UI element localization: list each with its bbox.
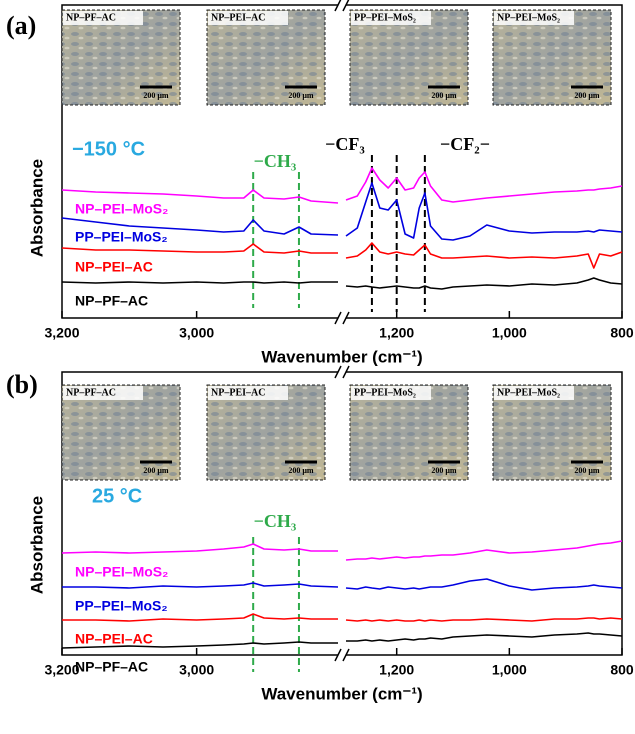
series-label: NP–PEI–MoS₂ <box>75 201 168 217</box>
x-tick-label: 3,200 <box>44 325 79 341</box>
x-tick-label: 800 <box>610 662 634 678</box>
series-label: NP–PEI–AC <box>75 631 153 647</box>
annotation: 25 °C <box>92 485 142 507</box>
spectrum-line <box>62 579 622 590</box>
inset-label: NP–PEI–MoS₂ <box>497 12 560 23</box>
scale-label: 200 μm <box>288 466 314 475</box>
x-tick-label: 1,200 <box>379 325 414 341</box>
y-axis-label: Absorbance <box>27 496 46 594</box>
spectrum-line <box>62 278 622 289</box>
inset-label: NP–PF–AC <box>66 12 116 23</box>
x-tick-label: 3,000 <box>179 325 214 341</box>
spectrum-line <box>62 541 622 560</box>
panel: NP–PF–AC 200 μm NP–PEI–AC 200 μm PP–PEI–MoS₂… <box>6 366 634 703</box>
annotation: −CF₂− <box>440 134 490 154</box>
series-label: NP–PEI–AC <box>75 259 153 275</box>
x-tick-label: 1,000 <box>492 662 527 678</box>
x-axis-label: Wavenumber (cm⁻¹) <box>261 347 422 366</box>
annotation: −CH₃ <box>254 151 297 171</box>
annotation: −CH₃ <box>254 511 297 531</box>
scale-label: 200 μm <box>574 91 600 100</box>
spectrum-line <box>62 168 622 203</box>
series-label: PP–PEI–MoS₂ <box>75 598 168 614</box>
scale-label: 200 μm <box>431 91 457 100</box>
inset-label: PP–PEI–MoS₂ <box>354 387 416 398</box>
series-label: NP–PEI–MoS₂ <box>75 564 168 580</box>
inset-label: PP–PEI–MoS₂ <box>354 12 416 23</box>
x-tick-label: 3,000 <box>179 662 214 678</box>
series-label: NP–PF–AC <box>75 293 148 309</box>
panel-label: (a) <box>6 11 36 40</box>
inset-label: NP–PEI–MoS₂ <box>497 387 560 398</box>
y-axis-label: Absorbance <box>27 159 46 257</box>
figure: NP–PF–AC 200 μm NP–PEI–AC 200 μm PP–PEI–MoS₂… <box>0 0 635 734</box>
x-tick-label: 1,200 <box>379 662 414 678</box>
series-label: NP–PF–AC <box>75 659 148 675</box>
spectrum-line <box>62 614 622 621</box>
inset-label: NP–PEI–AC <box>211 12 265 23</box>
scale-label: 200 μm <box>431 466 457 475</box>
scale-label: 200 μm <box>574 466 600 475</box>
x-axis-label: Wavenumber (cm⁻¹) <box>261 684 422 703</box>
inset-label: NP–PEI–AC <box>211 387 265 398</box>
inset-label: NP–PF–AC <box>66 387 116 398</box>
panel: NP–PF–AC 200 μm NP–PEI–AC 200 μm PP–PEI–MoS₂… <box>6 0 634 366</box>
annotation: −150 °C <box>72 138 145 160</box>
scale-label: 200 μm <box>143 91 169 100</box>
scale-label: 200 μm <box>288 91 314 100</box>
panel-label: (b) <box>6 370 38 399</box>
x-tick-label: 1,000 <box>492 325 527 341</box>
scale-label: 200 μm <box>143 466 169 475</box>
series-label: PP–PEI–MoS₂ <box>75 229 168 245</box>
annotation: −CF₃ <box>325 134 365 154</box>
x-tick-label: 800 <box>610 325 634 341</box>
